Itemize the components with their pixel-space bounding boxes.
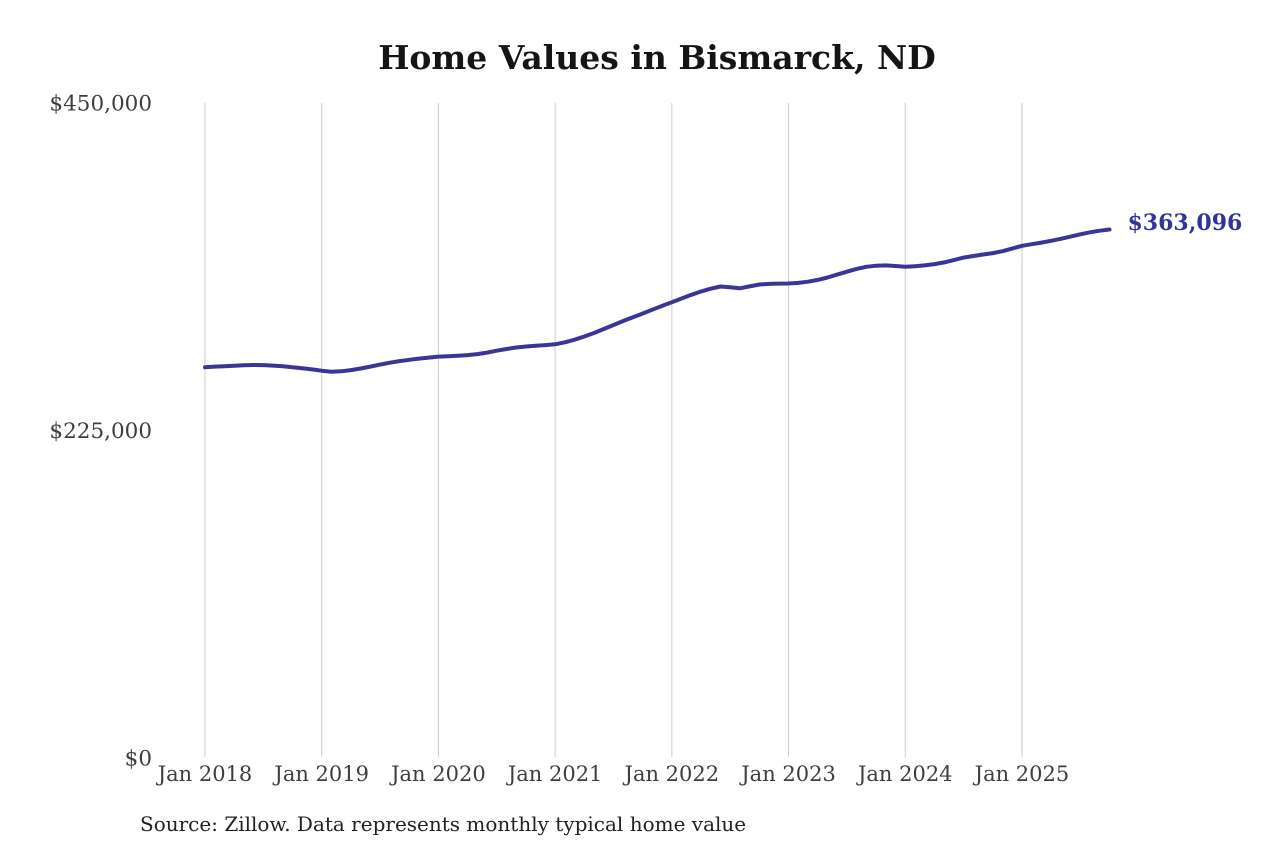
source-note: Source: Zillow. Data represents monthly … <box>140 812 747 836</box>
y-tick-label: $225,000 <box>49 419 152 444</box>
chart-title: Home Values in Bismarck, ND <box>378 38 936 77</box>
x-tick-label: Jan 2021 <box>506 762 603 786</box>
x-tick-label: Jan 2020 <box>389 762 486 786</box>
x-tick-label: Jan 2022 <box>623 762 720 786</box>
x-tick-label: Jan 2019 <box>272 762 369 786</box>
x-tick-label: Jan 2024 <box>856 762 953 786</box>
y-tick-label: $0 <box>125 747 152 772</box>
x-tick-label: Jan 2018 <box>156 762 253 786</box>
x-tick-label: Jan 2023 <box>739 762 836 786</box>
y-tick-label: $450,000 <box>49 92 152 117</box>
x-tick-label: Jan 2025 <box>973 762 1070 786</box>
home-value-line <box>203 227 1112 374</box>
end-value-label: $363,096 <box>1128 210 1243 236</box>
